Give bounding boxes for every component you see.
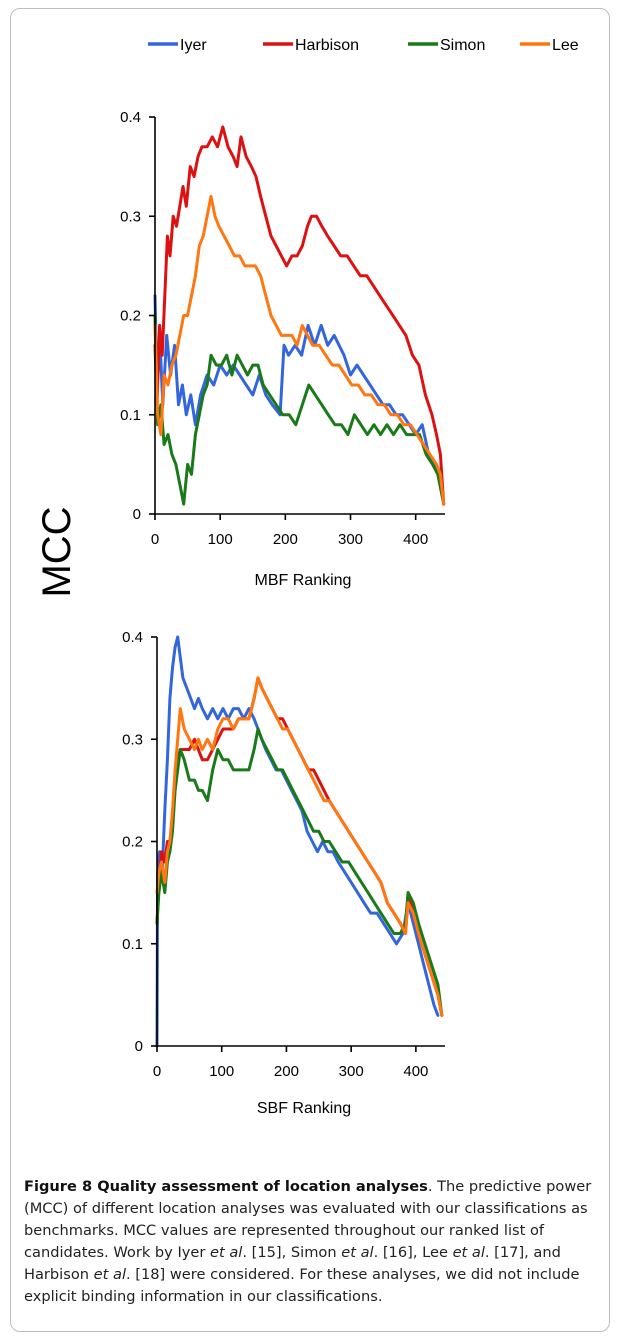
y-tick-label: 0.1 [122,936,143,953]
series-line-harbison [153,125,446,506]
caption-segment: . [16], Lee [373,1244,453,1261]
series-line-iyer [155,635,440,1048]
caption-segment: . The predictive power (MCC) of differen… [24,1178,592,1261]
series-line-harbison [155,676,444,1017]
y-tick-label: 0.2 [120,308,141,325]
x-tick-label: 300 [338,531,363,548]
series-line-lee [155,676,444,1017]
figure-frame [10,8,610,1332]
caption-segment: . [15], Simon [242,1244,342,1261]
y-tick-label: 0.2 [122,834,143,851]
chart-mbf-ranking: 0 0.1 0.2 0.3 0.4 0 100 200 300 400 MBF Ranking [120,109,446,589]
x-tick-label: 200 [273,531,298,548]
y-tick-label: 0 [133,506,141,523]
figure-caption: Figure 8 Quality assessment of location … [24,1176,604,1308]
series-line-iyer [153,294,446,506]
caption-segment: et al [210,1244,243,1261]
figure: Iyer Harbison Simon Lee MCC 0 0.1 0.2 0.3 0.4 0 1… [35,37,579,1117]
caption-body: . The predictive power (MCC) of differen… [24,1178,591,1305]
caption-segment: et al [93,1266,126,1283]
legend-label-harbison: Harbison [295,37,359,54]
x-axis-label: MBF Ranking [255,572,352,589]
y-tick-label: 0.4 [120,109,141,126]
series-line-simon [153,314,446,506]
caption-segment: . [18] were considered. For these analys… [24,1266,580,1305]
caption-title: Figure 8 Quality assessment of location … [24,1178,428,1195]
legend: Iyer Harbison Simon Lee [148,37,579,54]
series-line-lee [153,194,446,506]
chart-sbf-ranking: 0 0.1 0.2 0.3 0.4 0 100 200 300 400 SBF Ranking [122,629,445,1117]
x-tick-label: 0 [153,1063,161,1080]
y-tick-label: 0 [135,1038,143,1055]
x-tick-label: 300 [339,1063,364,1080]
legend-label-lee: Lee [552,37,579,54]
x-tick-label: 0 [151,531,159,548]
caption-segment: et al [452,1244,485,1261]
shared-y-axis-label: MCC [35,506,79,597]
x-tick-label: 200 [274,1063,299,1080]
y-tick-label: 0.4 [122,629,143,646]
y-tick-label: 0.1 [120,407,141,424]
y-tick-label: 0.3 [120,208,141,225]
x-tick-label: 400 [403,531,428,548]
legend-label-iyer: Iyer [180,37,207,54]
y-tick-label: 0.3 [122,731,143,748]
caption-segment: . [17], and Harbison [24,1244,561,1283]
x-axis-label: SBF Ranking [257,1100,351,1117]
caption-segment: et al [341,1244,374,1261]
series-line-simon [155,727,444,1017]
legend-label-simon: Simon [440,37,485,54]
x-tick-label: 100 [208,531,233,548]
x-tick-label: 100 [209,1063,234,1080]
x-tick-label: 400 [403,1063,428,1080]
